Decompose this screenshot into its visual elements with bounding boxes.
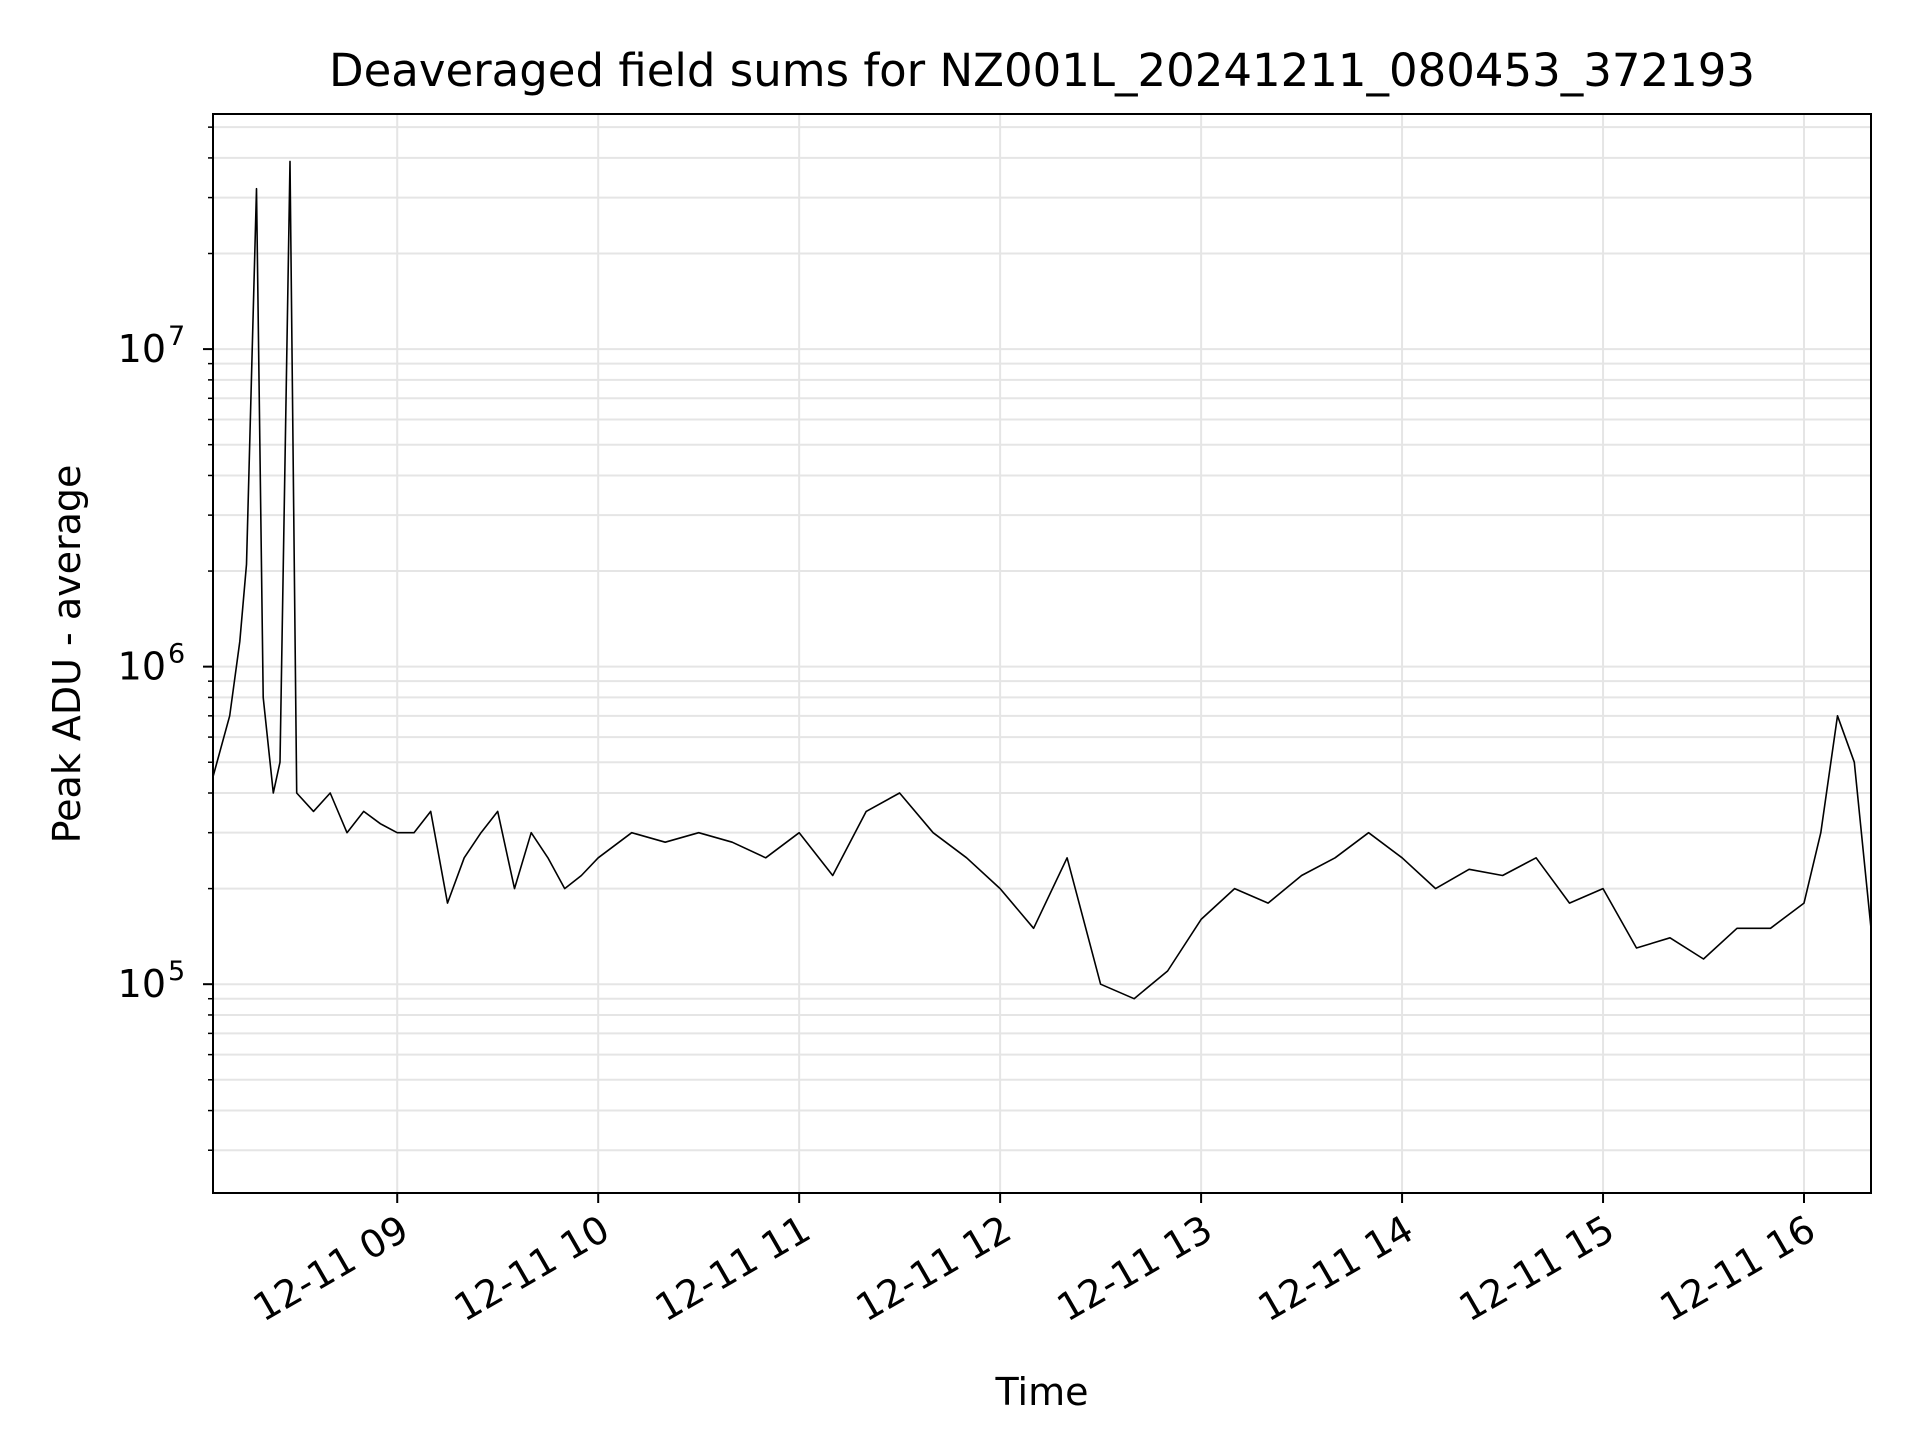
y-tick-label: 10	[118, 327, 166, 371]
series-line	[212, 160, 1872, 1000]
y-tick-label: 10	[118, 962, 166, 1006]
y-tick-label: 10	[118, 645, 166, 689]
plot-area-frame	[212, 113, 1872, 1194]
x-axis-label: Time	[995, 1370, 1089, 1414]
y-tick-label-exponent: 6	[168, 639, 185, 670]
grid	[213, 114, 1871, 1193]
chart-title: Deaveraged field sums for NZ001L_2024121…	[329, 44, 1755, 97]
y-tick-label-exponent: 7	[168, 321, 185, 352]
y-axis-label: Peak ADU - average	[45, 465, 89, 844]
series-line-group	[212, 160, 1872, 1000]
y-tick-label-exponent: 5	[168, 956, 185, 987]
